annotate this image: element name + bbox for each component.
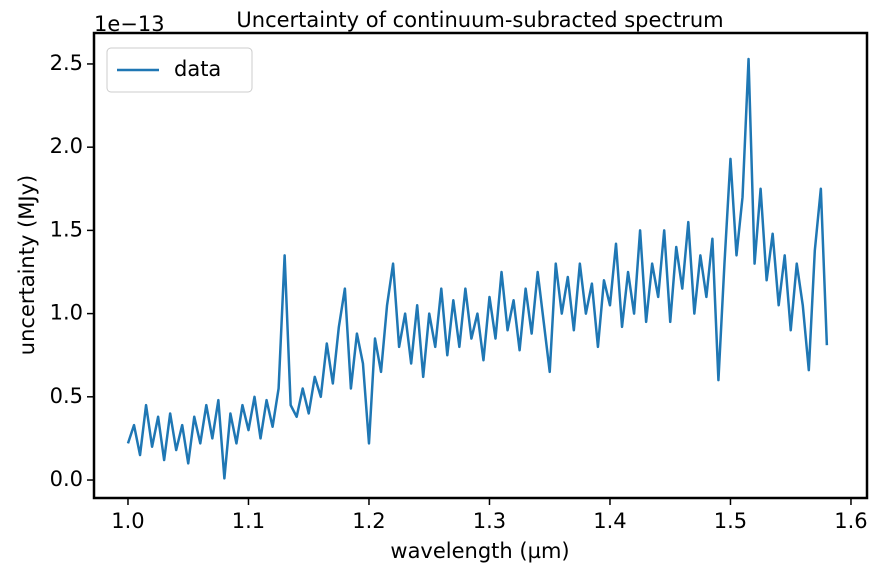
y-tick-label: 1.0 — [50, 301, 83, 325]
legend-box — [106, 47, 253, 93]
y-tick-label: 2.0 — [50, 134, 83, 158]
x-axis-label: wavelength (µm) — [390, 539, 569, 563]
data-line — [126, 57, 829, 480]
x-tick-label: 1.3 — [473, 509, 506, 533]
x-tick-label: 1.0 — [111, 509, 144, 533]
x-tick-label: 1.1 — [232, 509, 265, 533]
y-tick-label: 2.5 — [50, 51, 83, 75]
y-tick-label: 0.5 — [50, 384, 83, 408]
x-tick-label: 1.6 — [834, 509, 867, 533]
y-tick-label: 1.5 — [50, 217, 83, 241]
x-tick-label: 1.5 — [714, 509, 747, 533]
y-axis-label: uncertainty (MJy) — [15, 175, 39, 355]
y-tick-label: 0.0 — [50, 467, 83, 491]
chart-title: Uncertainty of continuum-subracted spect… — [236, 8, 723, 32]
plot-area — [126, 57, 829, 480]
axes-frame — [92, 31, 869, 500]
x-tick-label: 1.2 — [352, 509, 385, 533]
x-tick-label: 1.4 — [593, 509, 626, 533]
legend-label: data — [174, 57, 221, 81]
